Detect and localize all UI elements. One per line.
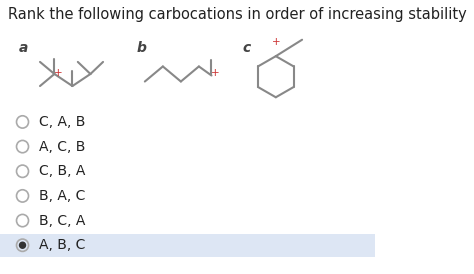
- Text: b: b: [137, 41, 147, 55]
- Text: A, B, C: A, B, C: [39, 238, 86, 252]
- Text: C, A, B: C, A, B: [39, 115, 86, 129]
- Text: B, A, C: B, A, C: [39, 189, 86, 203]
- FancyBboxPatch shape: [0, 234, 375, 257]
- Text: Rank the following carbocations in order of increasing stability: Rank the following carbocations in order…: [8, 7, 466, 22]
- Text: C, B, A: C, B, A: [39, 164, 86, 178]
- Text: +: +: [211, 68, 219, 78]
- Text: +: +: [54, 68, 63, 78]
- Ellipse shape: [19, 242, 26, 248]
- Text: c: c: [242, 41, 250, 55]
- Text: A, C, B: A, C, B: [39, 139, 86, 154]
- Text: a: a: [19, 41, 28, 55]
- Text: B, C, A: B, C, A: [39, 213, 86, 228]
- Text: +: +: [272, 38, 280, 47]
